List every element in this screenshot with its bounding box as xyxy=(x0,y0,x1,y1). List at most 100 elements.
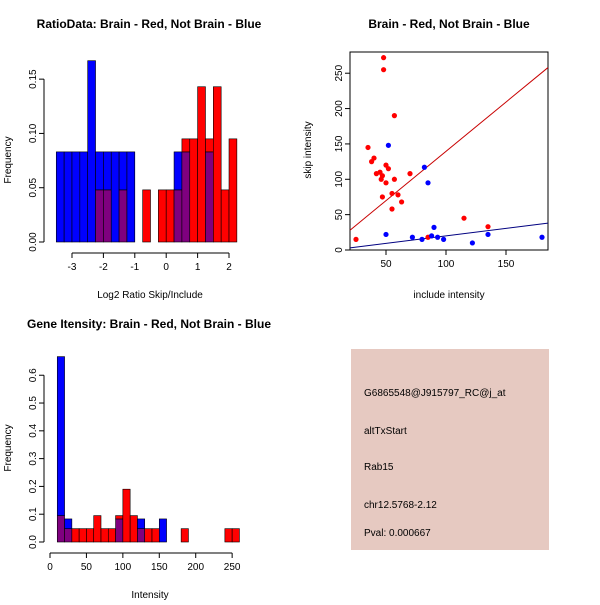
scatter-y-tick-label: 150 xyxy=(334,135,345,152)
brain-point xyxy=(353,236,359,242)
ratio-bar-overlap xyxy=(181,151,191,243)
ratio-bar-brain xyxy=(213,86,222,243)
scatter-x-tick-label: 50 xyxy=(380,259,392,270)
ratio-bar-brain xyxy=(228,138,238,243)
gene-bar-brain xyxy=(115,515,124,520)
gene-bar-brain xyxy=(122,488,131,543)
brain-point xyxy=(385,166,391,172)
gene-y-axis-label: Frequency xyxy=(3,424,14,471)
ratio-bar-not-brain xyxy=(173,151,183,191)
scatter-x-axis-label: include intensity xyxy=(413,290,484,301)
scatter-y-tick-label: 100 xyxy=(334,171,345,188)
ratio-bar-not-brain xyxy=(71,151,81,243)
brain-point xyxy=(391,113,397,119)
ratio-bar-brain xyxy=(205,138,214,153)
brain-point xyxy=(379,173,385,179)
ratio-bar-overlap xyxy=(95,189,104,243)
ratio-x-tick-label: 0 xyxy=(163,262,169,273)
gene-bar-brain xyxy=(71,528,80,543)
probe-info-panel: G6865548@J915797_RC@j_at altTxStart Rab1… xyxy=(351,349,549,550)
gene-x-tick-label: 100 xyxy=(115,562,132,573)
gene-bar-not-brain xyxy=(158,518,167,543)
ratio-bar-not-brain xyxy=(95,151,104,191)
not-brain-point xyxy=(409,234,415,240)
gene-bar-not-brain xyxy=(56,356,65,516)
ratio-bar-overlap xyxy=(118,189,128,243)
gene-x-tick-label: 150 xyxy=(151,562,168,573)
not-brain-point xyxy=(485,231,491,238)
gene-name-text: Rab15 xyxy=(364,462,394,473)
gene-bar-brain xyxy=(93,515,102,543)
brain-point xyxy=(381,55,387,61)
gene-bar-overlap xyxy=(56,515,65,543)
gene-bar-not-brain xyxy=(137,518,146,529)
brain-point xyxy=(371,155,377,161)
scatter-y-axis-label: skip intensity xyxy=(303,121,314,178)
brain-point xyxy=(485,224,491,230)
brain-point xyxy=(389,206,395,212)
probe-id-text: G6865548@J915797_RC@j_at xyxy=(364,388,506,399)
gene-x-tick-label: 0 xyxy=(47,562,53,573)
ratio-bar-not-brain xyxy=(63,151,73,243)
gene-bar-brain xyxy=(224,528,233,543)
gene-bar-brain xyxy=(100,528,109,543)
gene-x-tick-label: 200 xyxy=(187,562,204,573)
gene-bar-brain xyxy=(78,528,87,543)
event-type-text: altTxStart xyxy=(364,426,407,437)
gene-bar-brain xyxy=(144,528,153,543)
ratio-bar-not-brain xyxy=(118,151,128,191)
ratio-x-axis-label: Log2 Ratio Skip/Include xyxy=(97,290,203,301)
brain-point xyxy=(383,180,389,186)
ratio-y-tick-label: 0.10 xyxy=(28,123,39,143)
ratio-y-tick-label: 0.00 xyxy=(28,232,39,252)
pval-text: Pval: 0.000667 xyxy=(364,528,431,539)
gene-bar-overlap xyxy=(137,528,146,543)
ratio-bar-brain xyxy=(220,189,230,243)
brain-point xyxy=(395,192,401,198)
not-brain-point xyxy=(431,224,437,230)
not-brain-point xyxy=(383,231,389,238)
not-brain-point xyxy=(421,164,427,170)
info-box-background xyxy=(351,349,549,550)
ratio-bar-not-brain xyxy=(79,151,88,243)
gene-bar-overlap xyxy=(115,518,124,543)
gene-y-tick-label: 0.3 xyxy=(28,451,39,465)
gene-y-tick-label: 0.1 xyxy=(28,507,39,521)
not-brain-point xyxy=(385,142,391,148)
not-brain-point xyxy=(435,234,441,240)
gene-bar-brain xyxy=(107,528,116,543)
scatter-x-tick-label: 150 xyxy=(498,259,515,270)
brain-point xyxy=(389,190,395,197)
gene-chart-title: Gene Itensity: Brain - Red, Not Brain - … xyxy=(27,317,271,331)
gene-bar-overlap xyxy=(64,528,73,543)
ratio-y-tick-label: 0.15 xyxy=(28,69,39,89)
gene-y-tick-label: 0.0 xyxy=(28,535,39,549)
brain-point xyxy=(379,194,385,200)
ratio-bar-brain xyxy=(142,189,151,243)
ratio-x-tick-label: 2 xyxy=(226,262,232,273)
location-text: chr12.5768-2.12 xyxy=(364,500,437,511)
brain-point xyxy=(365,144,371,151)
brain-point xyxy=(381,67,387,73)
ratio-bar-brain xyxy=(181,138,191,153)
ratio-histogram-panel: RatioData: Brain - Red, Not Brain - Blue… xyxy=(3,17,262,301)
gene-x-tick-label: 50 xyxy=(81,562,93,573)
ratio-bar-brain xyxy=(158,189,167,243)
ratio-bar-overlap xyxy=(205,151,214,243)
ratio-bar-brain xyxy=(165,189,175,243)
brain-point xyxy=(391,176,397,182)
gene-x-tick-label: 250 xyxy=(224,562,241,573)
scatter-y-tick-label: 250 xyxy=(334,64,345,81)
not-brain-point xyxy=(441,236,447,242)
brain-fit-line xyxy=(349,67,549,231)
gene-bar-brain xyxy=(86,528,95,543)
gene-x-axis-label: Intensity xyxy=(131,590,168,600)
gene-bar-brain xyxy=(129,515,138,543)
scatter-x-tick-label: 100 xyxy=(438,259,455,270)
ratio-bar-brain xyxy=(197,86,206,243)
gene-bar-not-brain xyxy=(64,518,73,529)
ratio-bar-not-brain xyxy=(55,151,65,243)
scatter-y-tick-label: 0 xyxy=(334,247,345,253)
gene-y-tick-label: 0.2 xyxy=(28,479,39,493)
ratio-bar-overlap xyxy=(103,189,112,243)
